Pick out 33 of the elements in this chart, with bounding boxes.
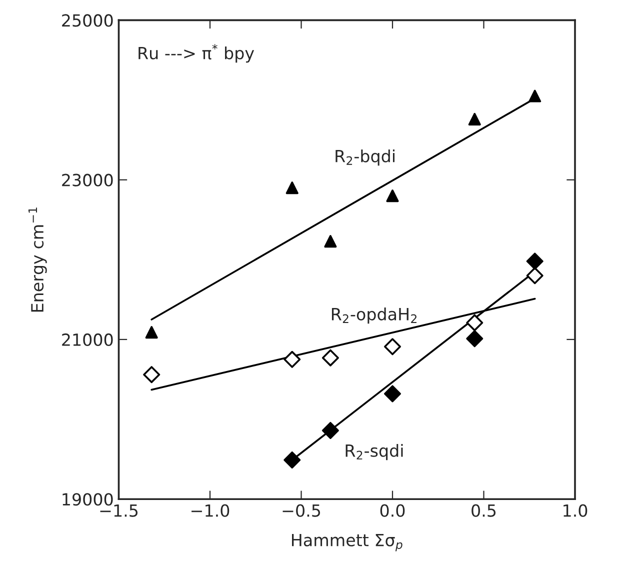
point [526, 267, 544, 284]
x-tick-label: 1.0 [564, 504, 588, 517]
point [384, 385, 402, 402]
point [528, 90, 542, 102]
x-tick-label: 0.0 [380, 504, 405, 517]
point [322, 422, 339, 439]
point [286, 182, 298, 194]
point [322, 349, 339, 366]
y-tick-label: 19000 [62, 493, 113, 506]
x-axis-title: Hammett Σσ$_{p}$ [292, 534, 402, 552]
point [468, 112, 481, 126]
y-axis-title: Energy cm$^{−1}$ [28, 208, 47, 312]
point [284, 350, 301, 368]
x-tick-label: −0.5 [282, 504, 320, 517]
x-tick-label: 0.5 [472, 504, 496, 517]
point [143, 366, 160, 384]
x-tick-label: −1.5 [100, 504, 138, 517]
y-tick-label: 23000 [62, 174, 113, 186]
annotation: R$_{2}$-bqdi [336, 150, 394, 166]
y-tick-label: 21000 [62, 333, 113, 346]
annotation: Ru ---> π$^{*}$ bpy [138, 44, 254, 63]
point [386, 190, 399, 202]
point [145, 326, 158, 339]
annotation: R$_{2}$-sqdi [346, 444, 403, 460]
point [466, 314, 484, 332]
point [526, 252, 544, 270]
point [284, 451, 301, 469]
point [324, 235, 337, 248]
annotation: R$_{2}$-opdaH$_{2}$ [332, 308, 416, 324]
point [384, 338, 402, 356]
y-tick-label: 25000 [62, 14, 113, 27]
x-tick-label: −1.0 [192, 504, 230, 517]
point [466, 330, 484, 348]
